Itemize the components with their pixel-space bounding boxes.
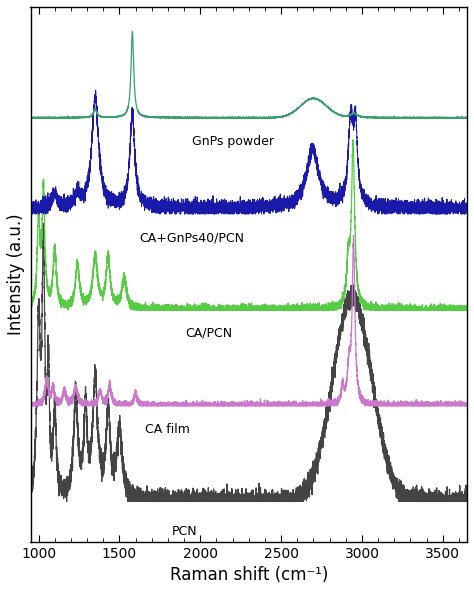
Text: CA+GnPs40/PCN: CA+GnPs40/PCN [140, 231, 245, 244]
Text: PCN: PCN [171, 525, 197, 538]
Text: CA/PCN: CA/PCN [185, 327, 232, 340]
Text: GnPs powder: GnPs powder [191, 135, 273, 148]
Text: CA film: CA film [146, 423, 191, 436]
X-axis label: Raman shift (cm⁻¹): Raman shift (cm⁻¹) [170, 566, 328, 584]
Y-axis label: Intensity (a.u.): Intensity (a.u.) [7, 213, 25, 335]
